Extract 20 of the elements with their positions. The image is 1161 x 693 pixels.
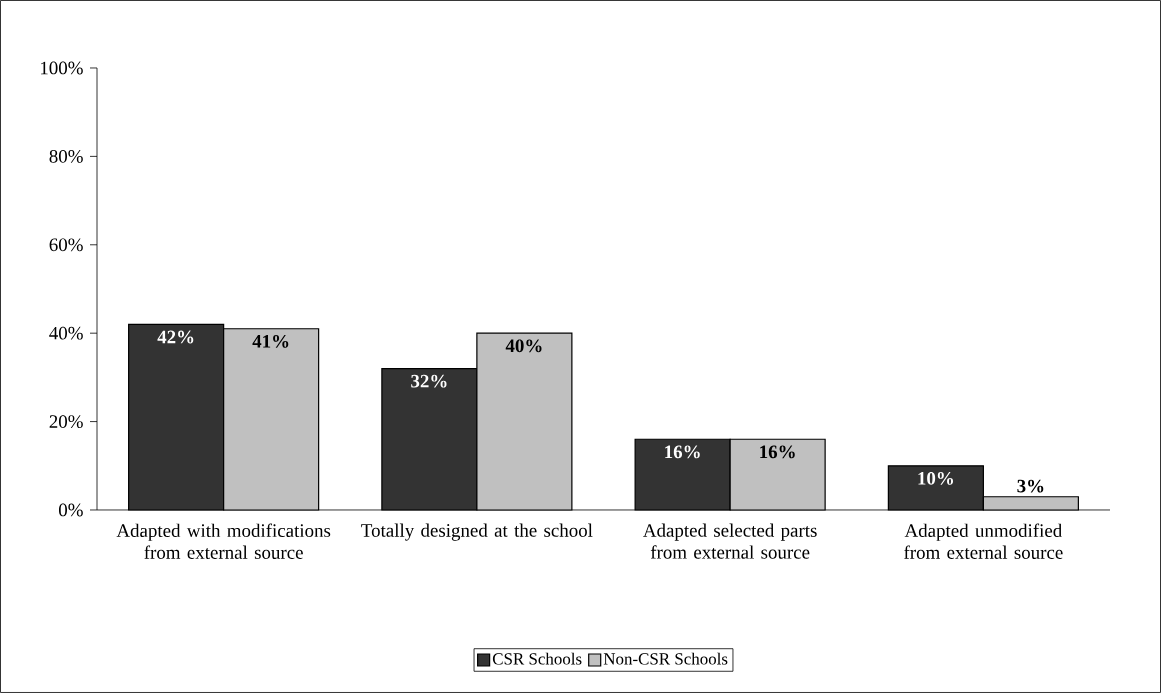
legend-label: CSR Schools [492,652,582,665]
y-tick-label: 100% [40,61,83,75]
y-tick-label: 80% [49,149,83,163]
y-tick-label: 0% [58,503,83,517]
y-tick-label: 40% [49,326,83,340]
y-tick-label: 60% [49,238,83,252]
x-tick-label: Totally designed at the school [361,523,593,541]
legend-label: Non-CSR Schools [603,652,728,665]
data-label: 16% [760,445,795,459]
y-tick-label: 20% [49,415,83,429]
x-tick-label: Adapted unmodified from external source [904,523,1063,559]
data-label: 41% [252,334,289,348]
data-label: 40% [505,339,542,353]
x-tick-label: Adapted with modifications from external source [116,523,331,559]
x-tick-label: Adapted selected parts from external source [643,523,817,559]
data-label: 3% [1017,479,1044,493]
data-label: 16% [665,445,700,459]
data-label: 42% [157,330,194,344]
data-label: 32% [411,374,447,388]
data-label: 10% [918,472,954,485]
